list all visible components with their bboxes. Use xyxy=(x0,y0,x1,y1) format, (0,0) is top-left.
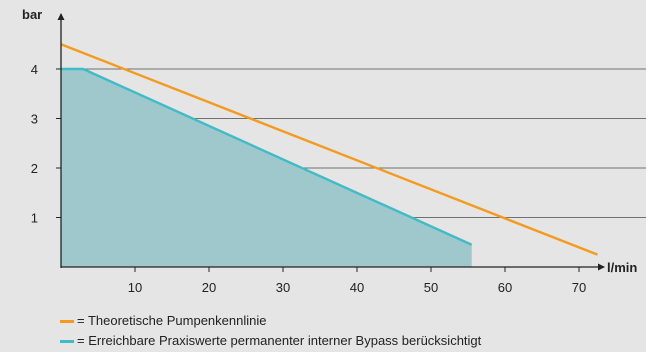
y-tick-label-1: 1 xyxy=(31,211,38,226)
x-tick-label-60: 60 xyxy=(498,280,512,295)
x-axis-label: l/min xyxy=(607,260,637,275)
x-tick-label-20: 20 xyxy=(202,280,216,295)
y-tick-label-3: 3 xyxy=(31,112,38,127)
tick-labels: 10 20 30 40 50 60 70 1 2 3 4 xyxy=(31,62,586,295)
legend-label-theoretical: = Theoretische Pumpenkennlinie xyxy=(77,313,267,328)
legend-label-practical: = Erreichbare Praxiswerte permanenter in… xyxy=(77,333,482,348)
series-area-1 xyxy=(61,69,472,267)
legend-swatch-teal xyxy=(60,339,74,343)
series-lines-layer xyxy=(60,43,598,256)
x-axis-arrow xyxy=(598,263,605,271)
y-tick-label-2: 2 xyxy=(31,161,38,176)
y-axis-label: bar xyxy=(22,7,42,22)
legend-item-theoretical: = Theoretische Pumpenkennlinie xyxy=(60,311,481,331)
legend-item-practical: = Erreichbare Praxiswerte permanenter in… xyxy=(60,331,481,351)
chart: 10 20 30 40 50 60 70 1 2 3 4 bar l/min xyxy=(22,7,646,295)
x-tick-label-30: 30 xyxy=(276,280,290,295)
x-tick-label-50: 50 xyxy=(424,280,438,295)
legend: = Theoretische Pumpenkennlinie = Erreich… xyxy=(60,311,481,351)
x-tick-label-10: 10 xyxy=(128,280,142,295)
legend-swatch-orange xyxy=(60,319,74,323)
series-line-0 xyxy=(60,43,598,256)
plot-area-layer xyxy=(61,69,472,267)
x-tick-label-40: 40 xyxy=(350,280,364,295)
series-line-1 xyxy=(61,67,473,246)
x-tick-label-70: 70 xyxy=(572,280,586,295)
axes xyxy=(56,13,605,272)
y-axis-arrow xyxy=(57,13,65,20)
y-tick-label-4: 4 xyxy=(31,62,38,77)
